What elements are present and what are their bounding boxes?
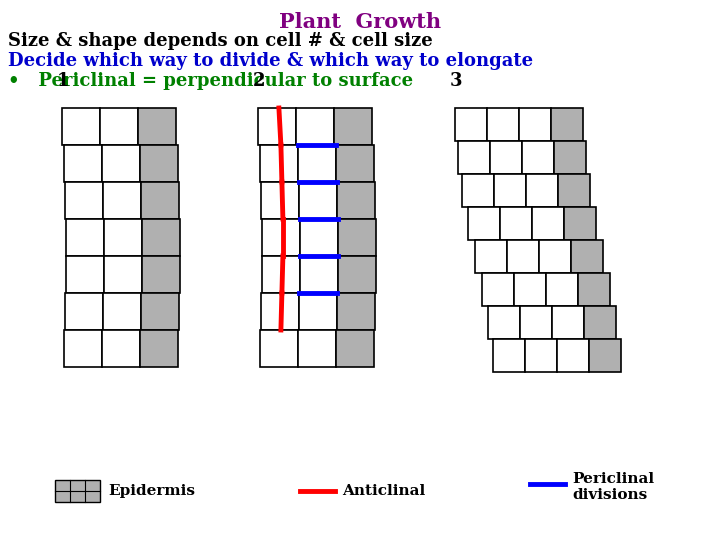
Bar bbox=[507, 240, 539, 273]
Bar bbox=[493, 339, 525, 372]
Bar bbox=[260, 145, 298, 182]
Bar bbox=[487, 108, 519, 141]
Bar bbox=[551, 108, 583, 141]
Bar bbox=[261, 293, 299, 330]
Bar bbox=[552, 306, 584, 339]
Bar bbox=[338, 219, 376, 256]
Bar bbox=[65, 182, 103, 219]
Bar bbox=[519, 108, 551, 141]
Bar bbox=[142, 219, 180, 256]
Bar bbox=[482, 273, 514, 306]
Bar bbox=[62, 108, 100, 145]
Bar bbox=[104, 219, 142, 256]
Bar bbox=[336, 145, 374, 182]
Bar bbox=[65, 293, 103, 330]
Bar bbox=[584, 306, 616, 339]
Bar bbox=[578, 273, 610, 306]
Bar bbox=[522, 141, 554, 174]
Bar bbox=[140, 330, 178, 367]
Bar bbox=[557, 339, 589, 372]
Bar bbox=[299, 182, 337, 219]
Text: Plant  Growth: Plant Growth bbox=[279, 12, 441, 32]
Bar bbox=[514, 273, 546, 306]
Bar bbox=[141, 182, 179, 219]
Text: Decide which way to divide & which way to elongate: Decide which way to divide & which way t… bbox=[8, 52, 533, 70]
Bar bbox=[462, 174, 494, 207]
Bar bbox=[55, 480, 100, 502]
Bar bbox=[532, 207, 564, 240]
Bar bbox=[103, 293, 141, 330]
Bar bbox=[298, 330, 336, 367]
Bar bbox=[142, 256, 180, 293]
Bar bbox=[260, 330, 298, 367]
Bar bbox=[262, 219, 300, 256]
Bar bbox=[546, 273, 578, 306]
Bar bbox=[539, 240, 571, 273]
Bar bbox=[104, 256, 142, 293]
Bar bbox=[261, 182, 299, 219]
Bar bbox=[300, 219, 338, 256]
Text: Anticlinal: Anticlinal bbox=[342, 484, 426, 498]
Bar bbox=[298, 145, 336, 182]
Bar bbox=[337, 293, 375, 330]
Bar bbox=[526, 174, 558, 207]
Bar bbox=[299, 293, 337, 330]
Bar bbox=[494, 174, 526, 207]
Text: 2: 2 bbox=[253, 72, 266, 90]
Bar bbox=[100, 108, 138, 145]
Bar bbox=[296, 108, 334, 145]
Bar bbox=[64, 330, 102, 367]
Bar bbox=[520, 306, 552, 339]
Bar bbox=[571, 240, 603, 273]
Text: Periclinal
divisions: Periclinal divisions bbox=[572, 472, 654, 502]
Bar bbox=[558, 174, 590, 207]
Text: 1: 1 bbox=[57, 72, 70, 90]
Bar bbox=[102, 330, 140, 367]
Bar bbox=[458, 141, 490, 174]
Bar bbox=[336, 330, 374, 367]
Bar bbox=[337, 182, 375, 219]
Bar bbox=[138, 108, 176, 145]
Bar bbox=[455, 108, 487, 141]
Bar bbox=[475, 240, 507, 273]
Text: Size & shape depends on cell # & cell size: Size & shape depends on cell # & cell si… bbox=[8, 32, 433, 50]
Text: •   Periclinal = perpendicular to surface: • Periclinal = perpendicular to surface bbox=[8, 72, 413, 90]
Bar bbox=[490, 141, 522, 174]
Bar bbox=[525, 339, 557, 372]
Bar bbox=[564, 207, 596, 240]
Bar bbox=[141, 293, 179, 330]
Bar bbox=[589, 339, 621, 372]
Bar bbox=[500, 207, 532, 240]
Bar bbox=[338, 256, 376, 293]
Bar bbox=[102, 145, 140, 182]
Text: Epidermis: Epidermis bbox=[108, 484, 195, 498]
Bar bbox=[334, 108, 372, 145]
Bar bbox=[103, 182, 141, 219]
Bar bbox=[468, 207, 500, 240]
Text: 3: 3 bbox=[450, 72, 462, 90]
Bar bbox=[64, 145, 102, 182]
Bar bbox=[488, 306, 520, 339]
Bar bbox=[140, 145, 178, 182]
Bar bbox=[554, 141, 586, 174]
Bar bbox=[66, 219, 104, 256]
Bar bbox=[66, 256, 104, 293]
Bar bbox=[262, 256, 300, 293]
Bar bbox=[258, 108, 296, 145]
Bar bbox=[300, 256, 338, 293]
